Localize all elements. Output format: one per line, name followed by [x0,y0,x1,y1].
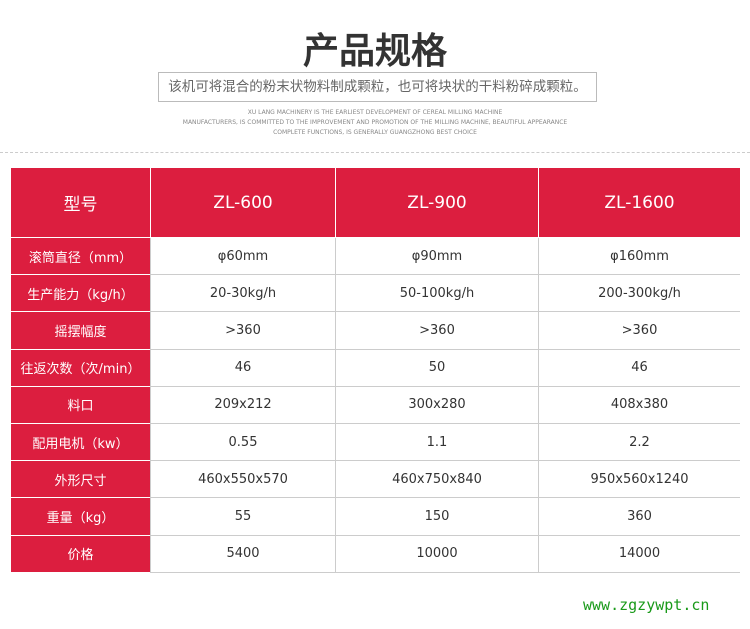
data-cell: 150 [335,498,538,536]
row-label: 摇摆幅度 [10,312,150,350]
row-label: 往返次数（次/min） [10,349,150,387]
row-label: 价格 [10,535,150,573]
data-cell: 950x560x1240 [538,461,740,499]
data-cell: 460x550x570 [150,461,335,499]
data-cell: φ90mm [335,238,538,276]
data-cell: 55 [150,498,335,536]
english-line: MANUFACTURERS, IS COMMITTED TO THE IMPRO… [182,119,568,126]
data-cell: 5400 [150,535,335,573]
header-cell: ZL-1600 [538,168,740,238]
data-cell: φ160mm [538,238,740,276]
english-line: COMPLETE FUNCTIONS, IS GENERALLY GUANGZH… [273,129,477,136]
data-cell: 209x212 [150,386,335,424]
data-cell: 360 [538,498,740,536]
row-label: 滚筒直径（mm） [10,238,150,276]
row-label: 外形尺寸 [10,461,150,499]
watermark: www.zgzywpt.cn [583,596,710,614]
header-cell: ZL-600 [150,168,335,238]
subtitle: 该机可将混合的粉末状物料制成颗粒，也可将块状的干料粉碎成颗粒。 [158,72,597,102]
title: 产品规格 [302,31,447,72]
row-label: 配用电机（kw） [10,423,150,462]
english-text: XU LANG MACHINERY IS THE EARLIEST DEVELO… [0,108,750,138]
header-cell: ZL-900 [335,168,538,238]
data-cell: >360 [150,312,335,350]
data-cell: 50-100kg/h [335,275,538,313]
data-cell: 50 [335,349,538,387]
data-cell: >360 [335,312,538,350]
data-cell: 20-30kg/h [150,275,335,313]
row-label: 料口 [10,386,150,424]
row-label: 重量（kg） [10,498,150,536]
spec-table: 型号 ZL-600 ZL-900 ZL-1600 滚筒直径（mm） φ60mm φ90mm φ… [10,168,740,573]
header-cell: 型号 [10,168,150,238]
data-cell: 0.55 [150,423,335,462]
data-cell: 300x280 [335,386,538,424]
data-cell: 46 [538,349,740,387]
data-cell: 2.2 [538,423,740,462]
data-cell: 408x380 [538,386,740,424]
data-cell: φ60mm [150,238,335,276]
data-cell: >360 [538,312,740,350]
data-cell: 10000 [335,535,538,573]
data-cell: 460x750x840 [335,461,538,499]
divider [0,152,750,153]
data-cell: 200-300kg/h [538,275,740,313]
data-cell: 1.1 [335,423,538,462]
data-cell: 46 [150,349,335,387]
row-label: 生产能力（kg/h） [10,275,150,313]
english-line: XU LANG MACHINERY IS THE EARLIEST DEVELO… [247,109,503,116]
data-cell: 14000 [538,535,740,573]
